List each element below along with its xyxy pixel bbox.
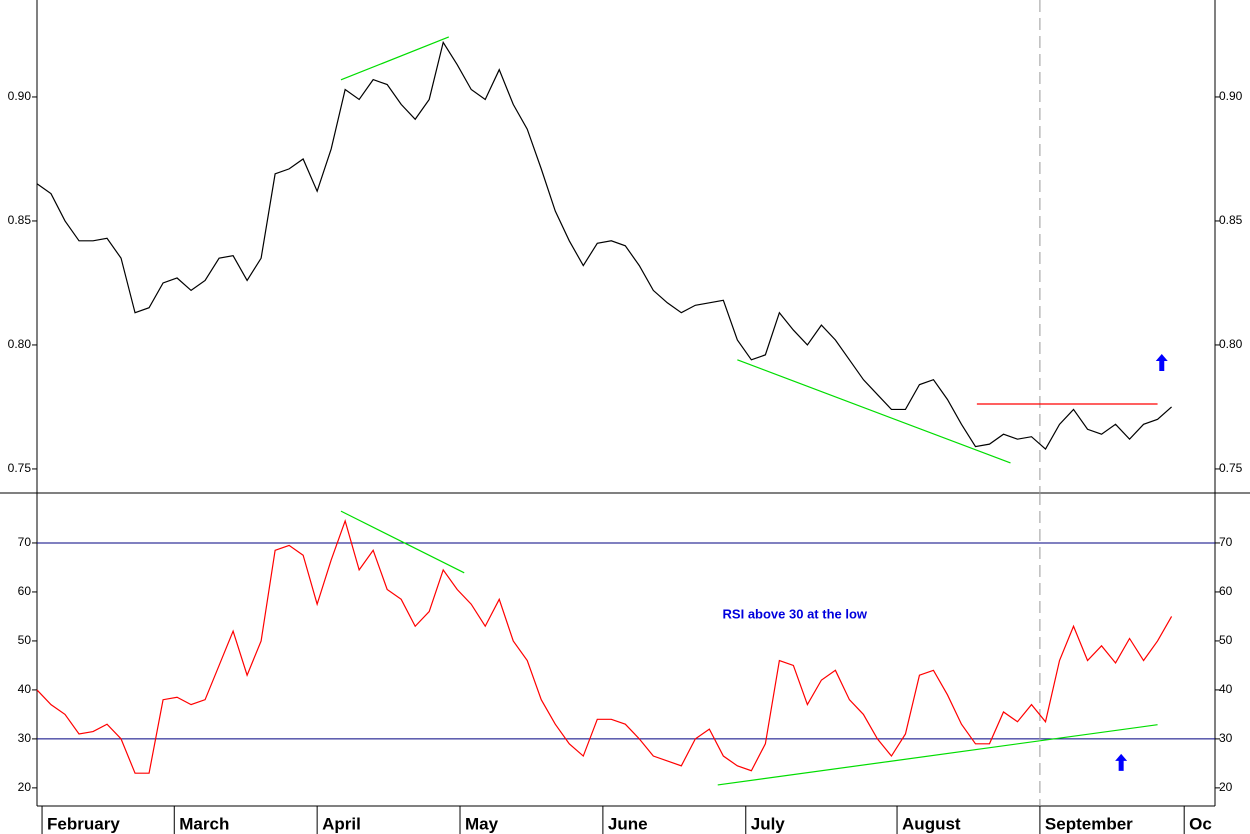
arrow	[1115, 753, 1128, 771]
x-tick-label: August	[902, 814, 961, 833]
y-tick-label: 60	[18, 584, 32, 598]
y-tick-label: 70	[18, 535, 32, 549]
price-line	[36, 40, 1172, 451]
y-tick-label: 0.80	[8, 337, 32, 351]
y-tick-label-right: 0.85	[1219, 213, 1243, 227]
annotation: RSI above 30 at the low	[723, 606, 868, 621]
y-tick-label-right: 50	[1219, 633, 1233, 647]
y-tick-label: 50	[18, 633, 32, 647]
x-tick-label: March	[179, 814, 229, 833]
y-tick-label: 0.90	[8, 89, 32, 103]
trend-line	[340, 36, 450, 81]
y-tick-label: 0.85	[8, 213, 32, 227]
x-tick-label: February	[47, 814, 120, 833]
arrow	[1155, 354, 1168, 372]
x-tick-label: May	[465, 814, 499, 833]
y-tick-label-right: 0.80	[1219, 337, 1243, 351]
y-tick-label-right: 0.75	[1219, 461, 1243, 475]
trend-line	[717, 724, 1158, 786]
x-tick-label: June	[608, 814, 648, 833]
y-tick-label: 40	[18, 682, 32, 696]
x-tick-label: Oc	[1189, 814, 1212, 833]
y-tick-label-right: 20	[1219, 780, 1233, 794]
x-tick-label: September	[1045, 814, 1133, 833]
y-tick-label-right: 40	[1219, 682, 1233, 696]
y-tick-label-right: 30	[1219, 731, 1233, 745]
x-tick-label: July	[751, 814, 786, 833]
trend-line	[737, 359, 1011, 464]
y-tick-label: 20	[18, 780, 32, 794]
y-tick-label-right: 60	[1219, 584, 1233, 598]
y-tick-label-right: 70	[1219, 535, 1233, 549]
y-tick-label-right: 0.90	[1219, 89, 1243, 103]
price-line	[36, 518, 1173, 774]
trend-line	[340, 510, 465, 574]
y-tick-label: 0.75	[8, 461, 32, 475]
x-tick-label: April	[322, 814, 361, 833]
y-tick-label: 30	[18, 731, 32, 745]
